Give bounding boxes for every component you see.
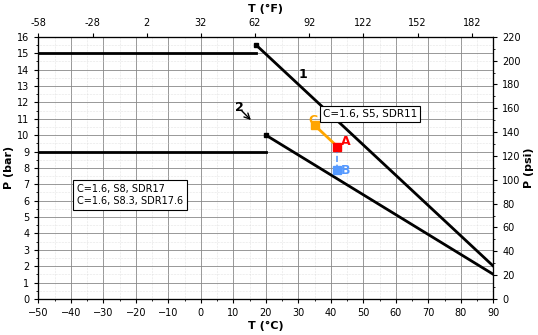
Text: A: A [341,135,350,148]
Text: C=1.6, S5, SDR11: C=1.6, S5, SDR11 [323,109,417,119]
Y-axis label: P (psi): P (psi) [524,148,534,188]
Y-axis label: P (bar): P (bar) [4,146,14,190]
Text: C=1.6, S8, SDR17
C=1.6, S8.3, SDR17.6: C=1.6, S8, SDR17 C=1.6, S8.3, SDR17.6 [77,184,183,206]
Text: C: C [308,114,317,127]
Text: B: B [341,164,350,178]
Text: 1: 1 [299,68,307,81]
X-axis label: T (°C): T (°C) [248,321,284,331]
X-axis label: T (°F): T (°F) [249,4,284,14]
Text: 2: 2 [235,100,244,114]
